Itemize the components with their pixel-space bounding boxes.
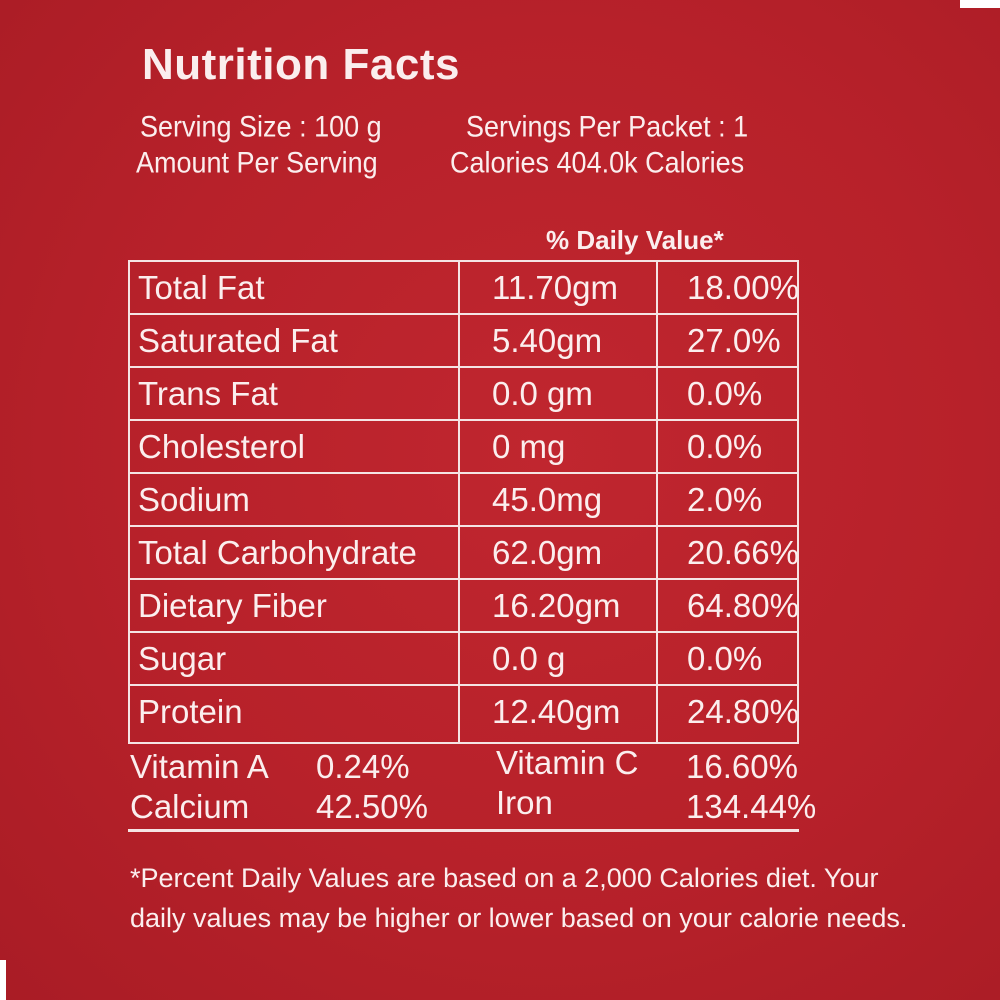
nutrient-name: Total Carbohydrate <box>138 534 417 571</box>
nutrient-daily-value: 20.66% <box>687 534 799 571</box>
nutrient-amount: 0.0 g <box>492 640 566 677</box>
vitamin-value: 134.44% <box>686 788 817 825</box>
label-title: Nutrition Facts <box>142 40 460 89</box>
table-row: Protein 12.40gm 24.80% <box>130 686 799 739</box>
nutrient-name: Protein <box>138 693 243 730</box>
table-row: Saturated Fat 5.40gm 27.0% <box>130 315 797 368</box>
table-row: Sodium 45.0mg 2.0% <box>130 474 797 527</box>
table-row: Cholesterol 0 mg 0.0% <box>130 421 797 474</box>
nutrient-table: Total Fat 11.70gm 18.00% Saturated Fat 5… <box>128 260 799 744</box>
vitamin-value: 16.60% <box>686 748 798 785</box>
white-corner-top-right <box>960 0 1000 8</box>
white-corner-bottom-left <box>0 960 6 1000</box>
table-row: Trans Fat 0.0 gm 0.0% <box>130 368 797 421</box>
nutrient-daily-value: 0.0% <box>687 375 763 412</box>
nutrient-amount: 0 mg <box>492 428 566 465</box>
nutrient-daily-value: 2.0% <box>687 481 763 518</box>
divider-line <box>128 829 799 832</box>
table-row: Total Fat 11.70gm 18.00% <box>130 262 799 315</box>
nutrient-name: Saturated Fat <box>138 322 338 359</box>
vitamin-name: Iron <box>496 784 553 821</box>
vitamin-name: Vitamin A <box>130 748 269 785</box>
nutrient-name: Cholesterol <box>138 428 305 465</box>
column-divider <box>656 262 658 742</box>
nutrient-amount: 12.40gm <box>492 693 621 730</box>
nutrient-name: Sodium <box>138 481 250 518</box>
nutrient-daily-value: 0.0% <box>687 428 763 465</box>
nutrient-daily-value: 0.0% <box>687 640 763 677</box>
servings-per-packet: Servings Per Packet : 1 <box>466 110 749 143</box>
nutrient-daily-value: 18.00% <box>687 269 799 306</box>
nutrient-name: Dietary Fiber <box>138 587 327 624</box>
vitamin-value: 0.24% <box>316 748 410 785</box>
nutrient-amount: 16.20gm <box>492 587 621 624</box>
column-divider <box>458 262 460 742</box>
nutrient-name: Sugar <box>138 640 227 677</box>
table-row: Total Carbohydrate 62.0gm 20.66% <box>130 527 799 580</box>
amount-per-serving: Amount Per Serving <box>136 146 378 179</box>
nutrient-amount: 45.0mg <box>492 481 603 518</box>
nutrient-name: Total Fat <box>138 269 265 306</box>
daily-value-header: % Daily Value* <box>546 225 724 255</box>
table-row: Dietary Fiber 16.20gm 64.80% <box>130 580 799 633</box>
vitamin-value: 42.50% <box>316 788 428 825</box>
nutrient-daily-value: 64.80% <box>687 587 799 624</box>
vitamin-name: Calcium <box>130 788 250 825</box>
nutrient-daily-value: 24.80% <box>687 693 799 730</box>
nutrient-amount: 62.0gm <box>492 534 603 571</box>
table-row: Sugar 0.0 g 0.0% <box>130 633 797 686</box>
calories: Calories 404.0k Calories <box>450 146 745 179</box>
nutrient-daily-value: 27.0% <box>687 322 781 359</box>
vitamin-name: Vitamin C <box>496 744 639 781</box>
nutrient-name: Trans Fat <box>138 375 278 412</box>
nutrient-amount: 11.70gm <box>492 269 618 306</box>
nutrient-amount: 5.40gm <box>492 322 603 359</box>
serving-size: Serving Size : 100 g <box>140 110 382 143</box>
footnote: *Percent Daily Values are based on a 2,0… <box>130 863 908 933</box>
nutrient-amount: 0.0 gm <box>492 375 593 412</box>
